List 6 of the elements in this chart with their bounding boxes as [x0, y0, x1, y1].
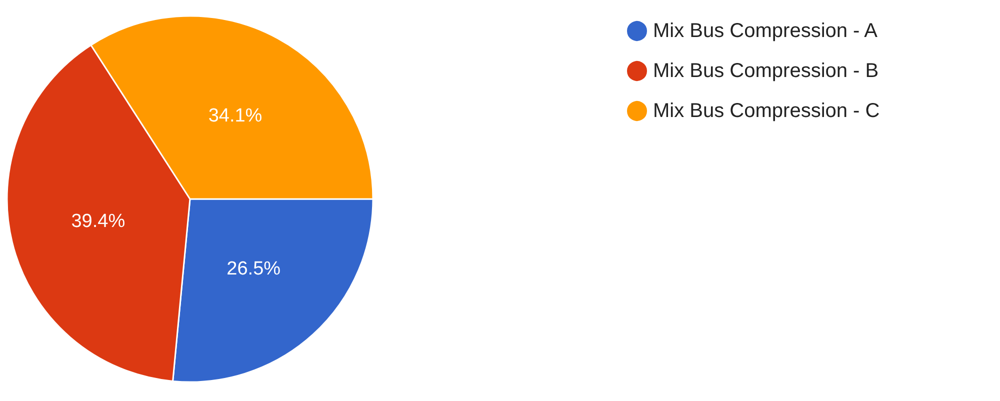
legend-label: Mix Bus Compression - C [653, 100, 880, 122]
legend-label: Mix Bus Compression - B [653, 60, 879, 82]
legend-label: Mix Bus Compression - A [653, 20, 878, 42]
data-label: 34.1% [208, 106, 262, 127]
data-label: 39.4% [71, 210, 126, 232]
data-label: 26.5% [226, 258, 281, 280]
